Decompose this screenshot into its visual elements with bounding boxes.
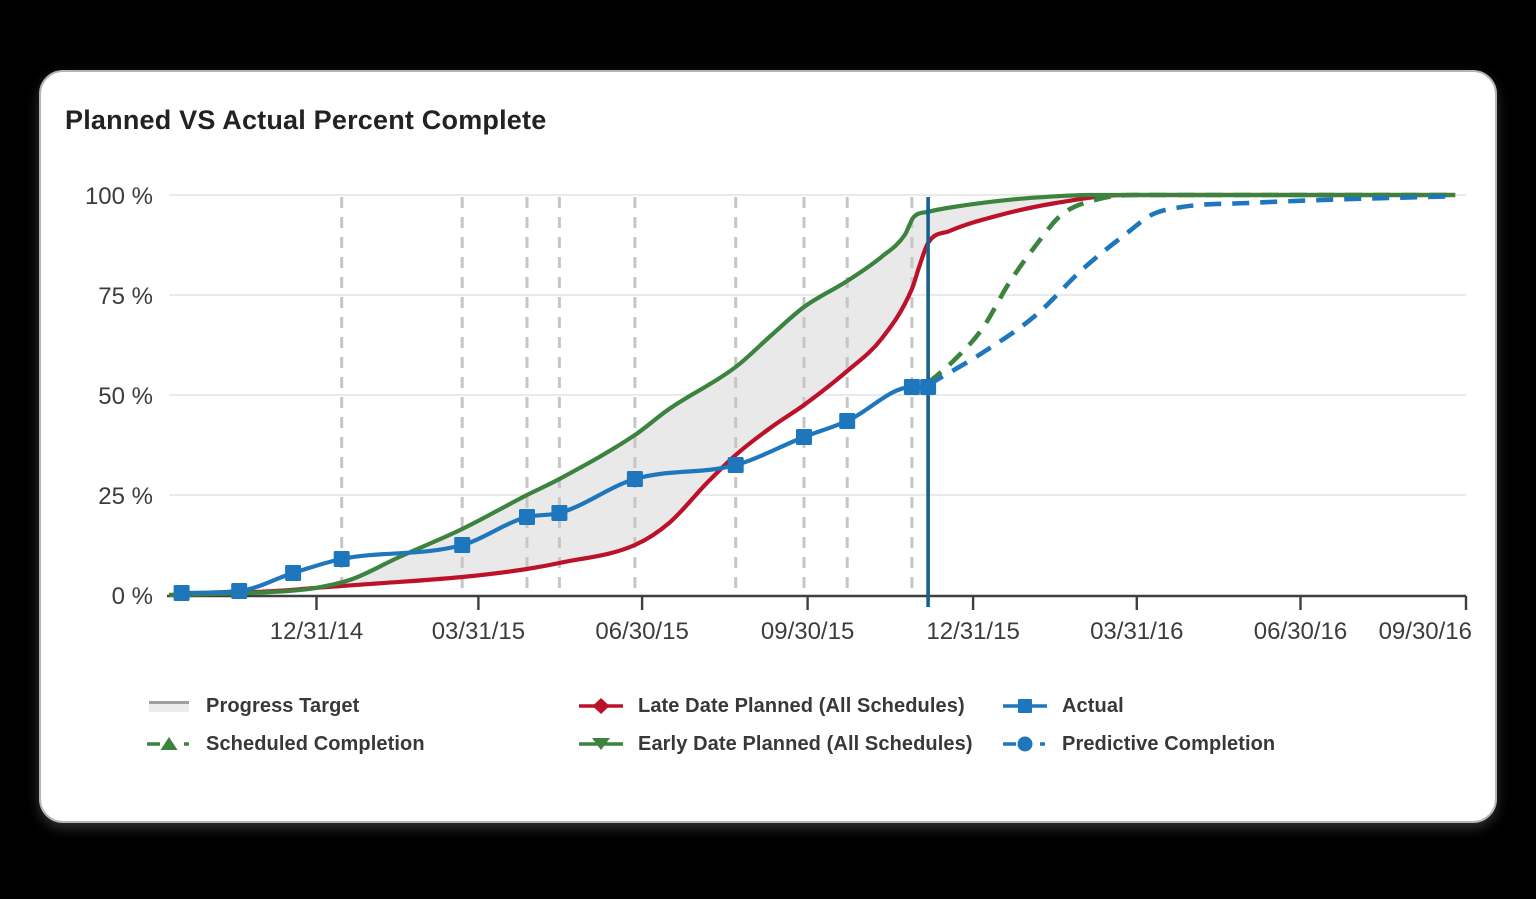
legend-label: Early Date Planned (All Schedules) xyxy=(638,732,973,755)
x-axis-label: 12/31/15 xyxy=(926,618,1019,645)
x-axis-label: 12/31/14 xyxy=(270,618,363,645)
actual-point-marker xyxy=(173,585,190,601)
legend-item-early-date-planned-all-schedules: Early Date Planned (All Schedules) xyxy=(579,726,1003,762)
actual-point-marker xyxy=(551,505,568,521)
series-late_planned-line xyxy=(168,192,1456,598)
series-early_planned-line xyxy=(168,192,1456,598)
x-axis-label: 03/31/15 xyxy=(432,618,525,645)
y-axis-label: 75 % xyxy=(98,283,153,310)
legend-label: Predictive Completion xyxy=(1062,732,1276,755)
x-axis-label: 06/30/15 xyxy=(595,618,688,645)
legend-swatch-line-diamond-icon xyxy=(579,698,623,714)
legend-swatch-line-triangle-down-icon xyxy=(579,738,623,750)
legend-item-late-date-planned-all-schedules: Late Date Planned (All Schedules) xyxy=(579,688,1003,724)
actual-point-marker xyxy=(796,429,812,445)
chart-title: Planned VS Actual Percent Complete xyxy=(65,105,547,135)
series-scheduled_completion-line xyxy=(926,192,1456,385)
actual-point-marker xyxy=(519,509,535,525)
legend-item-predictive-completion: Predictive Completion xyxy=(1003,726,1495,762)
legend-swatch-dash-triangle-up-icon xyxy=(147,737,189,750)
x-axis-label: 09/30/15 xyxy=(761,618,854,645)
y-axis-label: 0 % xyxy=(112,583,153,610)
actual-point-marker xyxy=(839,413,856,429)
chart-card: Planned VS Actual Percent Complete 100 %… xyxy=(39,70,1497,823)
legend-item-progress-target: Progress Target xyxy=(147,688,579,724)
legend-swatch-dashdot-circle-icon xyxy=(1003,736,1045,752)
legend-label: Scheduled Completion xyxy=(206,732,425,755)
y-axis-label: 50 % xyxy=(98,383,153,410)
actual-point-marker xyxy=(333,551,350,567)
legend-label: Actual xyxy=(1062,694,1124,717)
actual-point-marker xyxy=(727,457,744,473)
y-axis-label: 25 % xyxy=(98,483,153,510)
actual-point-marker xyxy=(903,379,920,395)
chart-legend: Progress Target Late Date Planned (All Sc… xyxy=(41,688,1495,762)
actual-point-marker xyxy=(454,537,471,553)
legend-label: Late Date Planned (All Schedules) xyxy=(638,694,965,717)
legend-swatch-line-square-icon xyxy=(1003,699,1047,713)
x-axis-label: 03/31/16 xyxy=(1090,618,1183,645)
legend-label: Progress Target xyxy=(206,694,360,717)
y-axis-label: 100 % xyxy=(85,183,153,210)
x-axis-label: 09/30/16 xyxy=(1379,618,1472,645)
actual-point-marker xyxy=(626,471,643,487)
actual-point-marker xyxy=(285,565,302,581)
legend-item-actual: Actual xyxy=(1003,688,1495,724)
percent-complete-chart: 100 % 75 % 50 % 25 % 0 % 12/31/14 03/31/15 06/3… xyxy=(85,183,1472,645)
actual-point-marker xyxy=(920,379,937,395)
legend-swatch-band-icon xyxy=(149,701,189,712)
series-predictive_completion-line xyxy=(926,193,1456,387)
progress-target-band xyxy=(169,195,1456,595)
x-axis-label: 06/30/16 xyxy=(1254,618,1347,645)
actual-point-marker xyxy=(231,583,248,599)
legend-item-scheduled-completion: Scheduled Completion xyxy=(147,726,579,762)
